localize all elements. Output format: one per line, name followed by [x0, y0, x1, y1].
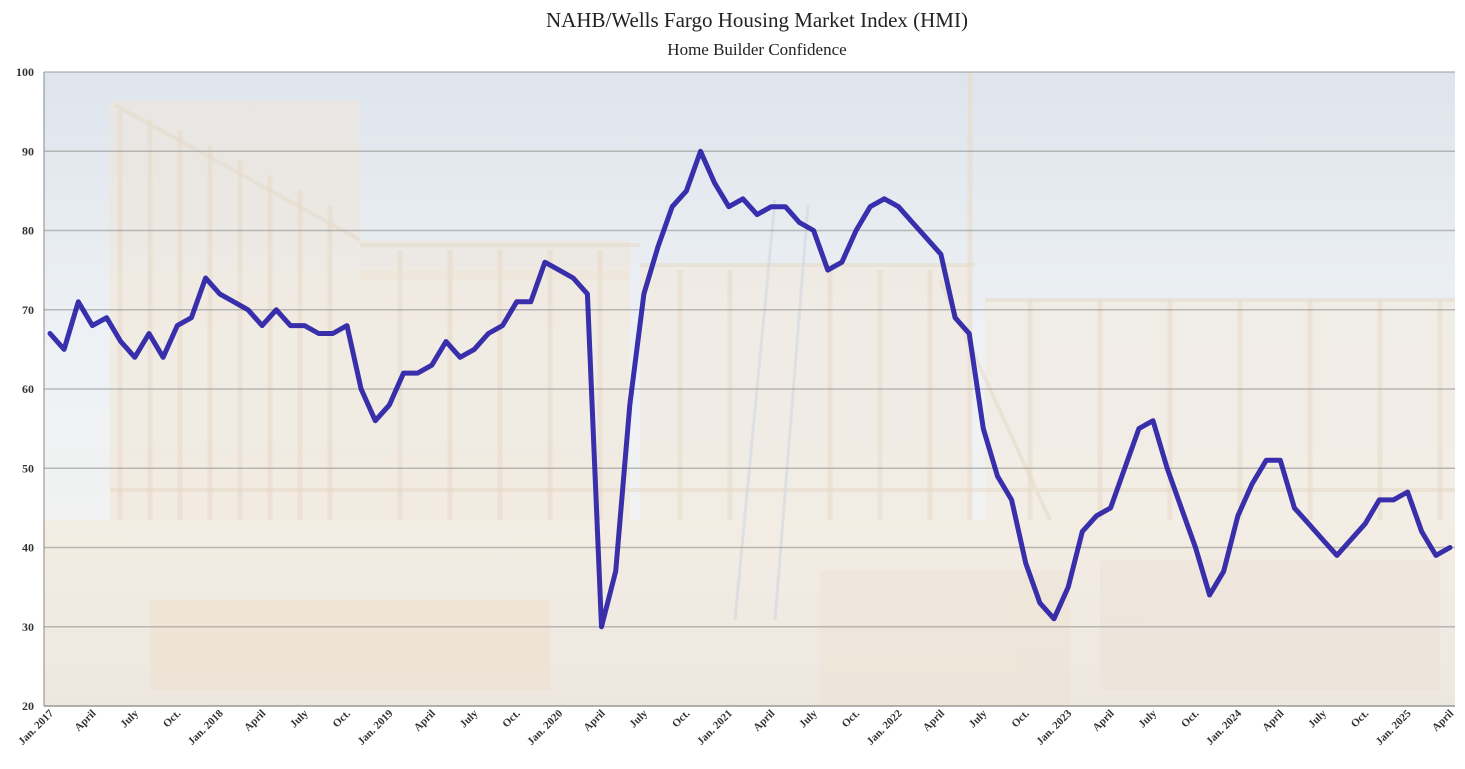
y-tick-label: 40 — [22, 541, 34, 555]
x-tick-label: April — [1091, 708, 1117, 734]
y-tick-label: 80 — [22, 224, 34, 238]
x-tick-label: April — [72, 708, 98, 734]
x-tick-label: Oct. — [500, 707, 523, 730]
y-tick-label: 30 — [22, 620, 34, 634]
x-tick-label: Jan. 2023 — [1034, 707, 1074, 747]
x-tick-label: April — [921, 708, 947, 734]
x-tick-label: July — [118, 707, 141, 730]
x-tick-label: Oct. — [1349, 707, 1372, 730]
x-tick-label: Oct. — [670, 707, 693, 730]
x-tick-label: Jan. 2017 — [16, 707, 56, 747]
x-tick-label: April — [412, 708, 438, 734]
x-tick-label: July — [967, 707, 990, 730]
y-tick-label: 100 — [16, 65, 34, 79]
x-tick-label: April — [581, 708, 607, 734]
x-tick-label: Oct. — [1009, 707, 1032, 730]
x-tick-label: July — [458, 707, 481, 730]
y-tick-label: 60 — [22, 382, 34, 396]
x-tick-label: July — [627, 707, 650, 730]
x-tick-label: April — [1260, 708, 1286, 734]
series-group — [47, 148, 1453, 630]
x-tick-label: Jan. 2020 — [525, 707, 565, 747]
construction-photo-background — [44, 72, 1455, 706]
x-tick-label: Jan. 2021 — [695, 708, 735, 748]
y-tick-label: 50 — [22, 461, 34, 475]
y-tick-label: 90 — [22, 144, 34, 158]
x-tick-label: July — [288, 707, 311, 730]
x-tick-label: Jan. 2025 — [1374, 707, 1414, 747]
x-tick-label: July — [797, 707, 820, 730]
y-tick-label: 70 — [22, 303, 34, 317]
y-tick-label: 20 — [22, 699, 34, 713]
x-tick-label: April — [1430, 708, 1456, 734]
x-tick-label: Jan. 2018 — [186, 707, 226, 747]
x-tick-label: Jan. 2024 — [1204, 707, 1244, 747]
x-tick-label: July — [1306, 707, 1329, 730]
x-tick-label: Oct. — [840, 707, 863, 730]
x-tick-label: April — [242, 708, 268, 734]
hmi-series-line — [47, 148, 1453, 630]
x-tick-label: Jan. 2022 — [865, 707, 905, 747]
x-tick-label: Oct. — [331, 707, 354, 730]
x-tick-label: Oct. — [161, 707, 184, 730]
y-axis-ticks: 20 30 40 50 60 70 80 90 100 — [16, 65, 34, 713]
x-tick-label: Oct. — [1179, 707, 1202, 730]
chart-title: NAHB/Wells Fargo Housing Market Index (H… — [546, 8, 968, 32]
x-axis-ticks: Jan. 2017 April July Oct. Jan. 2018 April July… — [16, 707, 1456, 747]
x-tick-label: July — [1136, 707, 1159, 730]
x-tick-label: Jan. 2019 — [355, 707, 395, 747]
x-tick-label: April — [751, 708, 777, 734]
chart-subtitle: Home Builder Confidence — [667, 40, 846, 59]
